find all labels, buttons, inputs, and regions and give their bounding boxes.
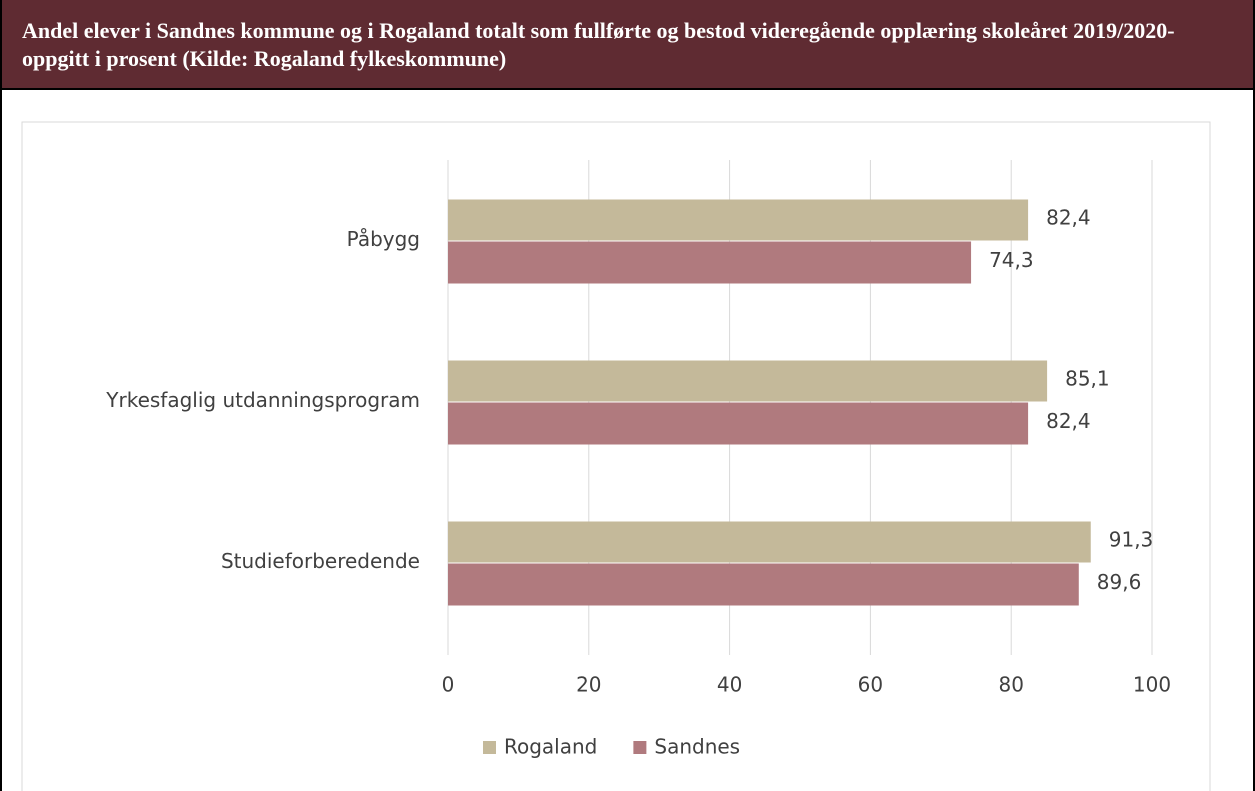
value-label: 89,6 xyxy=(1097,570,1142,594)
x-tick-label: 60 xyxy=(858,673,883,697)
bar xyxy=(448,521,1091,563)
x-tick-label: 80 xyxy=(998,673,1023,697)
bar xyxy=(448,241,972,284)
header-title: Andel elever i Sandnes kommune og i Roga… xyxy=(22,18,1175,71)
bar xyxy=(448,360,1048,402)
legend-label: Rogaland xyxy=(504,735,597,759)
value-label: 74,3 xyxy=(989,248,1034,272)
bar xyxy=(448,199,1029,241)
value-label: 82,4 xyxy=(1046,409,1091,433)
x-tick-label: 0 xyxy=(442,673,455,697)
legend-label: Sandnes xyxy=(654,735,740,759)
bar xyxy=(448,563,1079,606)
x-tick-label: 20 xyxy=(576,673,601,697)
legend-swatch xyxy=(633,741,647,754)
x-tick-label: 40 xyxy=(717,673,742,697)
y-tick-label: Påbygg xyxy=(347,227,420,251)
x-tick-label: 100 xyxy=(1133,673,1171,697)
header: Andel elever i Sandnes kommune og i Roga… xyxy=(2,0,1253,90)
value-label: 82,4 xyxy=(1046,206,1091,230)
value-label: 91,3 xyxy=(1109,528,1154,552)
y-tick-label: Studieforberedende xyxy=(221,549,420,573)
y-tick-label: Yrkesfaglig utdanningsprogram xyxy=(105,388,420,412)
bar xyxy=(448,402,1029,445)
legend-swatch xyxy=(483,741,496,754)
value-label: 85,1 xyxy=(1065,367,1110,391)
